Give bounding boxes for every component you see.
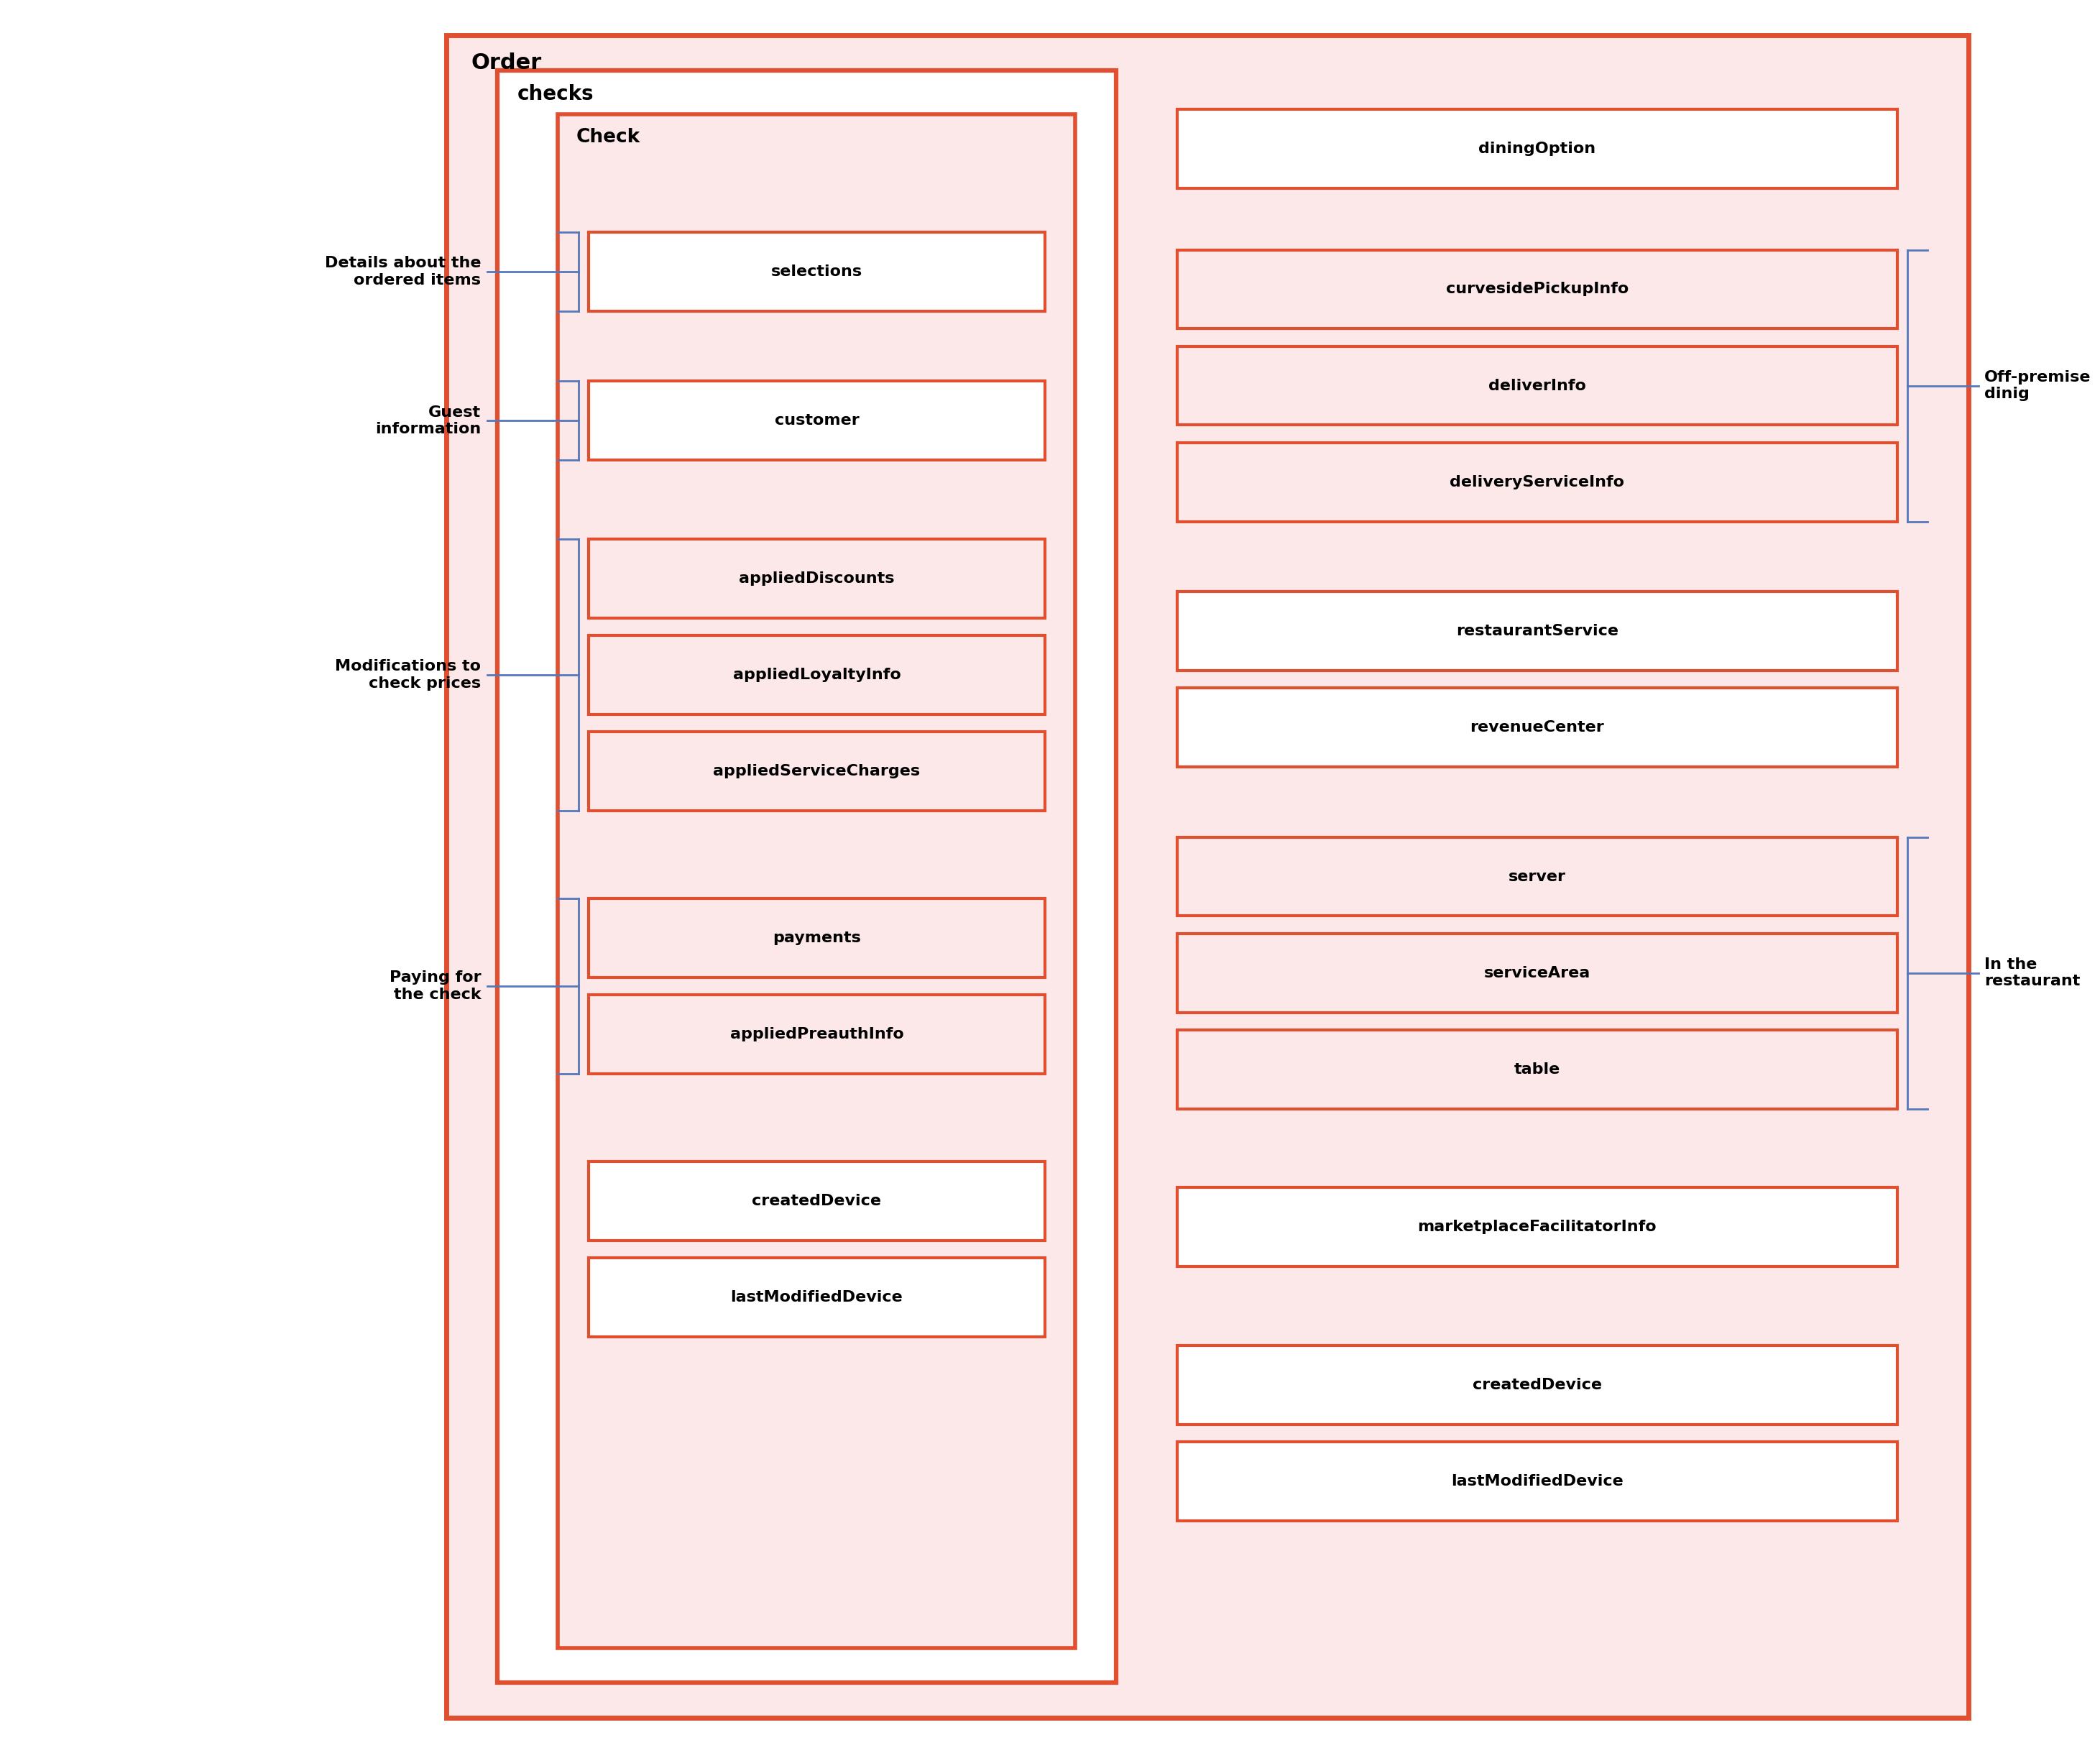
- Text: appliedPreauthInfo: appliedPreauthInfo: [731, 1027, 903, 1041]
- Text: payments: payments: [773, 931, 861, 945]
- Text: curvesidePickupInfo: curvesidePickupInfo: [1445, 282, 1628, 296]
- FancyBboxPatch shape: [447, 35, 1968, 1718]
- FancyBboxPatch shape: [1176, 593, 1896, 671]
- FancyBboxPatch shape: [1176, 1189, 1896, 1266]
- FancyBboxPatch shape: [588, 233, 1046, 312]
- Text: lastModifiedDevice: lastModifiedDevice: [731, 1290, 903, 1304]
- FancyBboxPatch shape: [1176, 1441, 1896, 1520]
- FancyBboxPatch shape: [1176, 109, 1896, 189]
- Text: revenueCenter: revenueCenter: [1470, 720, 1604, 735]
- Text: Modifications to
check prices: Modifications to check prices: [336, 659, 481, 691]
- Text: createdDevice: createdDevice: [1472, 1378, 1602, 1392]
- Text: In the
restaurant: In the restaurant: [1984, 957, 2081, 989]
- FancyBboxPatch shape: [1176, 838, 1896, 917]
- FancyBboxPatch shape: [1176, 442, 1896, 522]
- Text: table: table: [1514, 1062, 1560, 1076]
- Text: checks: checks: [517, 84, 594, 103]
- Text: Paying for
the check: Paying for the check: [389, 971, 481, 1001]
- Text: appliedDiscounts: appliedDiscounts: [739, 571, 895, 586]
- FancyBboxPatch shape: [1176, 1031, 1896, 1110]
- Text: deliverInfo: deliverInfo: [1489, 379, 1586, 393]
- Text: customer: customer: [775, 414, 859, 428]
- FancyBboxPatch shape: [498, 70, 1115, 1683]
- FancyBboxPatch shape: [588, 996, 1046, 1073]
- Text: Guest
information: Guest information: [376, 405, 481, 436]
- FancyBboxPatch shape: [1176, 249, 1896, 330]
- Text: server: server: [1508, 869, 1567, 884]
- Text: appliedLoyaltyInfo: appliedLoyaltyInfo: [733, 668, 901, 682]
- FancyBboxPatch shape: [588, 540, 1046, 619]
- FancyBboxPatch shape: [588, 733, 1046, 810]
- Text: createdDevice: createdDevice: [752, 1194, 882, 1208]
- FancyBboxPatch shape: [1176, 1346, 1896, 1423]
- FancyBboxPatch shape: [1176, 347, 1896, 426]
- FancyBboxPatch shape: [588, 898, 1046, 978]
- FancyBboxPatch shape: [588, 1162, 1046, 1241]
- Text: diningOption: diningOption: [1478, 142, 1596, 156]
- Text: deliveryServiceInfo: deliveryServiceInfo: [1449, 475, 1623, 489]
- Text: selections: selections: [771, 265, 863, 279]
- Text: Order: Order: [470, 53, 542, 74]
- FancyBboxPatch shape: [588, 1259, 1046, 1336]
- FancyBboxPatch shape: [1176, 933, 1896, 1013]
- Text: marketplaceFacilitatorInfo: marketplaceFacilitatorInfo: [1418, 1220, 1657, 1234]
- FancyBboxPatch shape: [1176, 687, 1896, 768]
- Text: lastModifiedDevice: lastModifiedDevice: [1451, 1474, 1623, 1488]
- Text: appliedServiceCharges: appliedServiceCharges: [714, 764, 920, 778]
- Text: Check: Check: [575, 128, 640, 147]
- Text: serviceArea: serviceArea: [1485, 966, 1590, 980]
- FancyBboxPatch shape: [588, 382, 1046, 461]
- FancyBboxPatch shape: [559, 114, 1075, 1648]
- FancyBboxPatch shape: [588, 636, 1046, 715]
- Text: Details about the
ordered items: Details about the ordered items: [326, 256, 481, 287]
- Text: Off-premise
dinig: Off-premise dinig: [1984, 370, 2092, 401]
- Text: restaurantService: restaurantService: [1455, 624, 1619, 638]
